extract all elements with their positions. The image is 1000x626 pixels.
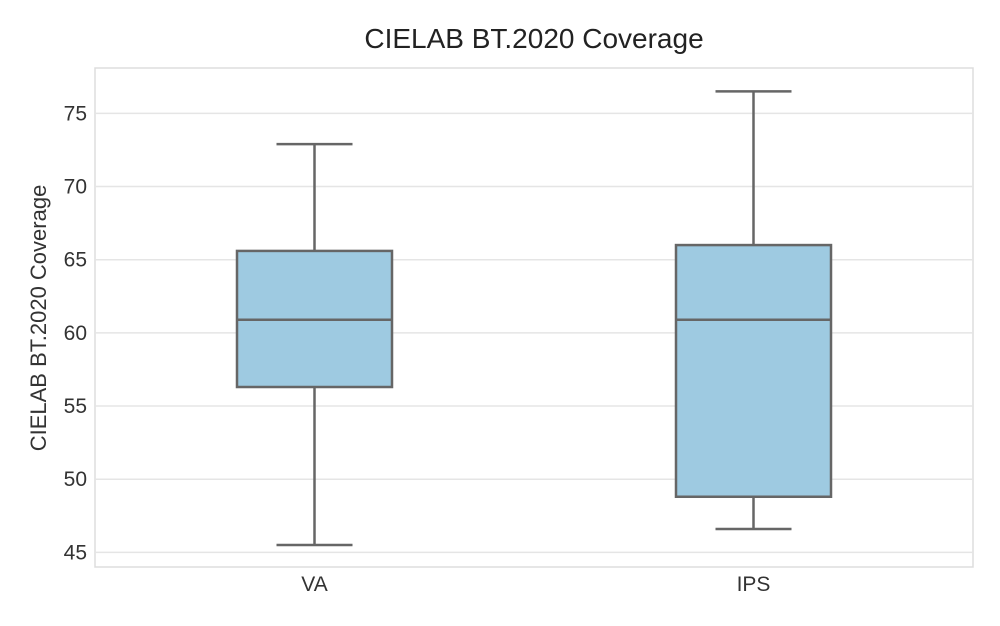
- y-tick-label: 60: [64, 322, 87, 345]
- box-ips: [674, 243, 833, 499]
- plot-area: [94, 67, 974, 568]
- y-tick-label: 75: [64, 102, 87, 125]
- chart-title: CIELAB BT.2020 Coverage: [364, 23, 703, 54]
- y-tick-label: 45: [64, 541, 87, 564]
- x-tick-label: VA: [301, 573, 327, 596]
- x-tick-label: IPS: [737, 573, 771, 596]
- y-tick-label: 70: [64, 176, 87, 199]
- y-axis-label: CIELAB BT.2020 Coverage: [26, 185, 51, 452]
- y-tick-label: 50: [64, 468, 87, 491]
- y-tick-label: 55: [64, 395, 87, 418]
- y-tick-label: 65: [64, 249, 87, 272]
